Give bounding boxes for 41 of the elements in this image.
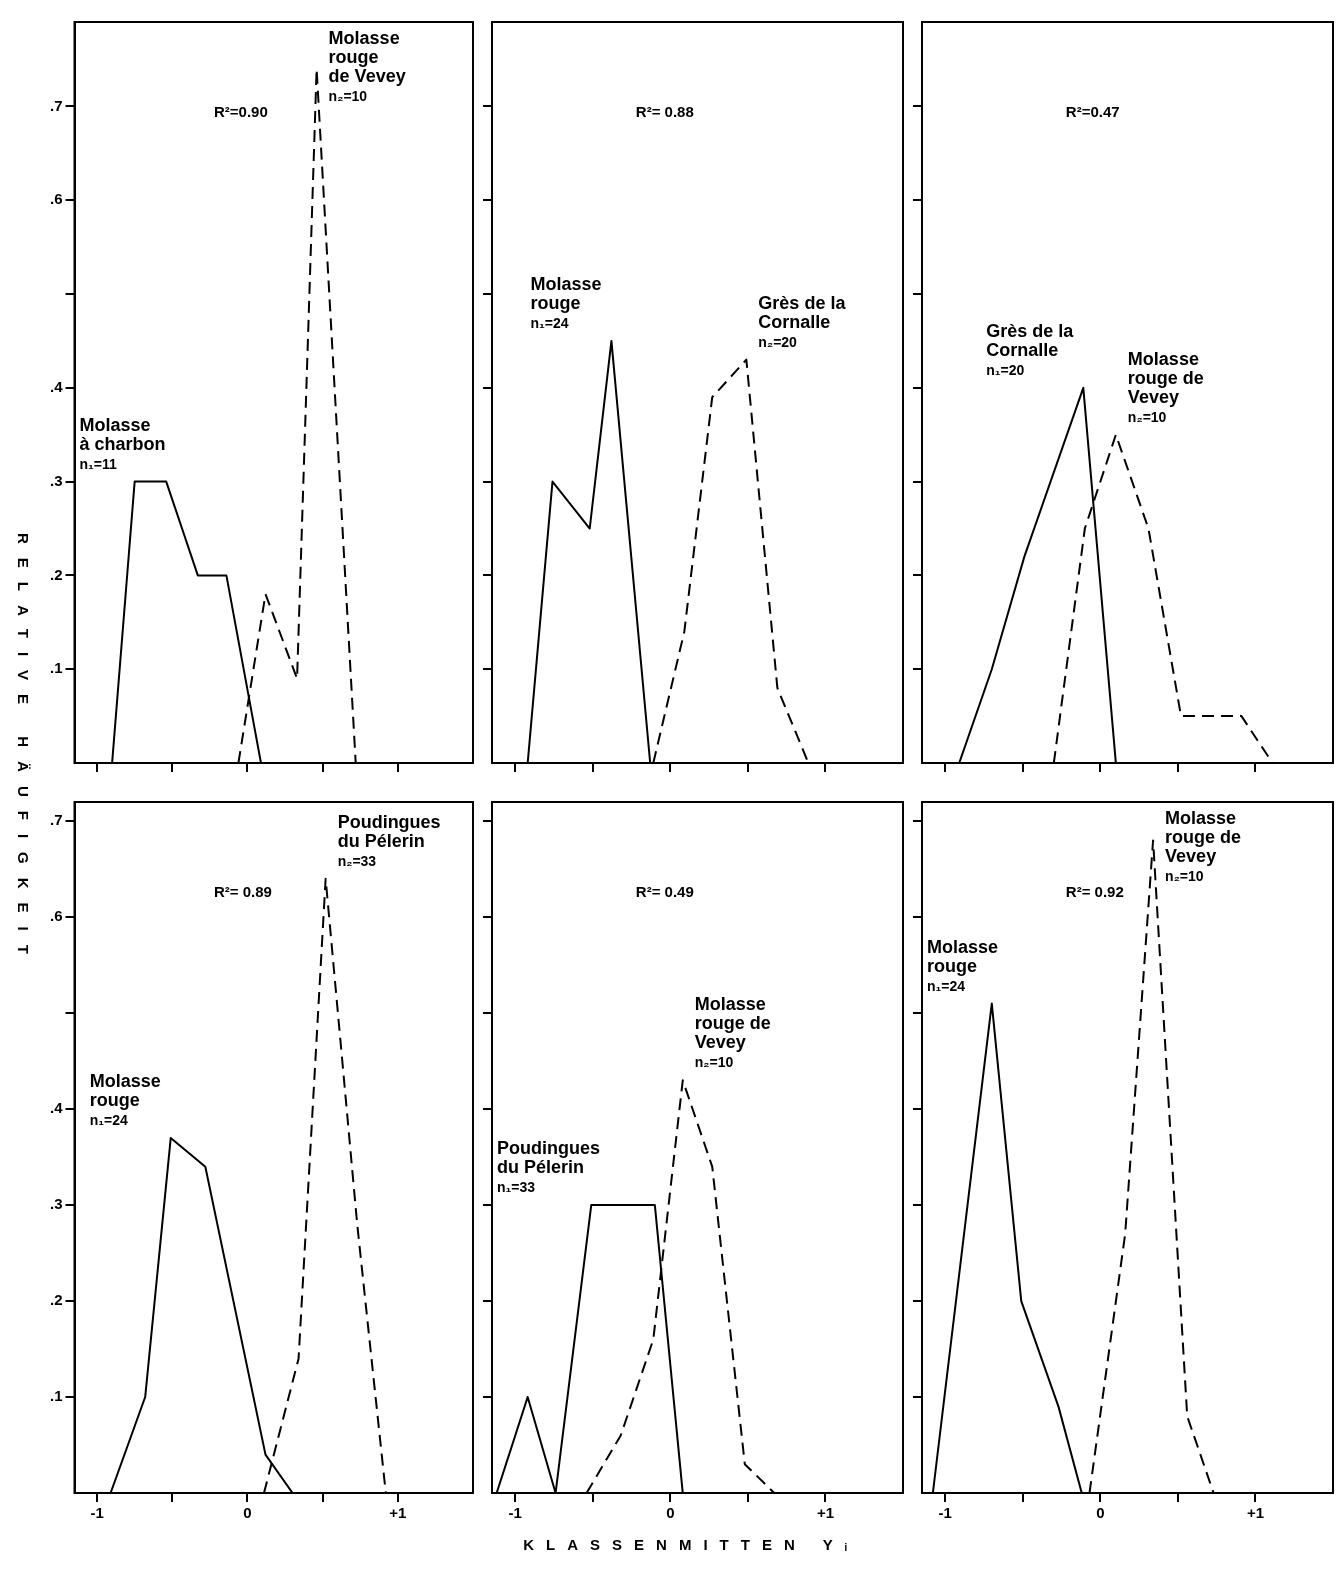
- y-tick-label: .6: [49, 190, 63, 208]
- x-tick-label: 0: [1096, 1504, 1105, 1522]
- y-tick-label: .1: [49, 1387, 63, 1405]
- y-tick-label: .7: [49, 96, 63, 114]
- annotation: R²=0.47: [1065, 103, 1120, 120]
- annotation: R²=0.90: [213, 103, 268, 120]
- series-label: Poudingues du Pélerin n₂=33: [337, 811, 441, 869]
- x-tick-label: +1: [389, 1504, 407, 1522]
- y-tick-label: .2: [49, 565, 63, 583]
- series-label: Molasse rouge de Vevey n₂=10: [1127, 348, 1204, 425]
- series-label: Poudingues du Pélerin n₁=33: [497, 1138, 600, 1196]
- annotation: R²= 0.49: [635, 883, 694, 900]
- y-tick-label: .4: [49, 377, 64, 395]
- series-label: Molasse rouge de Vevey n₂=10: [1165, 808, 1242, 884]
- y-tick-label: .3: [49, 1195, 63, 1213]
- annotation: R²= 0.88: [635, 103, 694, 120]
- annotation: R²= 0.89: [213, 883, 272, 900]
- series-label: Molasse rouge de Vevey n₂=10: [694, 994, 771, 1071]
- annotation: R²= 0.92: [1065, 883, 1124, 900]
- series-label: Molasse à charbon n₁=11: [79, 414, 166, 472]
- x-tick-label: 0: [666, 1504, 675, 1522]
- x-tick-label: 0: [243, 1504, 252, 1522]
- y-tick-label: .3: [49, 471, 63, 489]
- series-label: Grès de la Cornalle n₁=20: [986, 320, 1075, 378]
- series-label: Molasse rouge n₁=24: [89, 1070, 161, 1128]
- y-tick-label: .4: [49, 1099, 64, 1117]
- y-tick-label: .2: [49, 1291, 63, 1309]
- y-axis-title: RELATIVE HÄUFIGKEIT: [14, 532, 32, 968]
- y-tick-label: .1: [49, 659, 63, 677]
- x-tick-label: +1: [816, 1504, 835, 1522]
- x-tick-label: +1: [1246, 1504, 1265, 1522]
- y-tick-label: .7: [49, 811, 63, 829]
- x-axis-title: KLASSENMITTEN Yᵢ: [522, 1536, 860, 1553]
- series-label: Grès de la Cornalle n₂=20: [758, 292, 847, 350]
- x-tick-label: -1: [90, 1504, 104, 1522]
- series-label: Molasse rouge n₁=24: [530, 273, 602, 331]
- series-label: Molasse rouge n₁=24: [927, 936, 999, 994]
- series-label: Molasse rouge de Vevey n₂=10: [328, 28, 406, 104]
- y-tick-label: .6: [49, 907, 63, 925]
- x-tick-label: -1: [938, 1504, 952, 1522]
- x-tick-label: -1: [508, 1504, 522, 1522]
